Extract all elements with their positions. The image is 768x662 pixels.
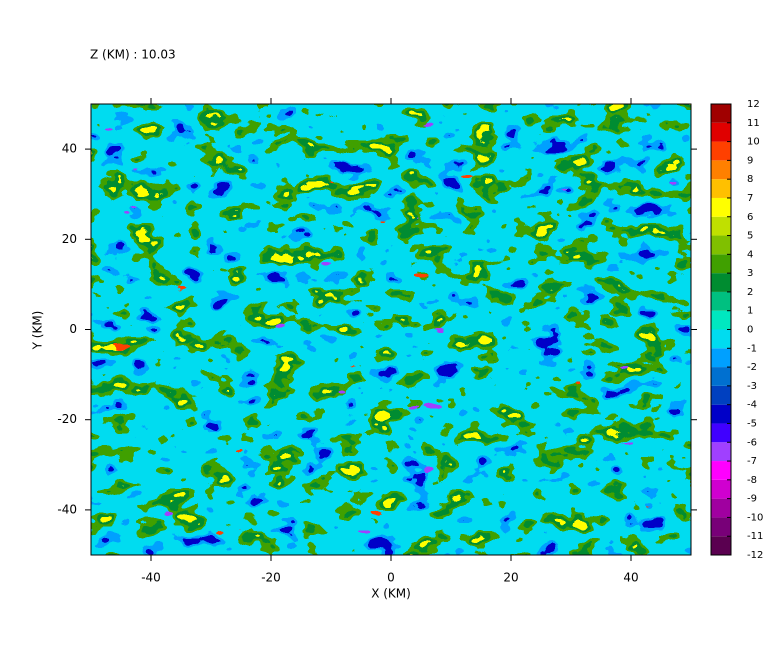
colorbar-swatch — [711, 367, 731, 386]
x-tick-label: -20 — [261, 571, 281, 585]
colorbar-label: 1 — [747, 306, 753, 317]
colorbar-swatch — [711, 197, 731, 217]
colorbar-swatch — [711, 254, 731, 274]
colorbar-swatch — [711, 329, 731, 349]
colorbar-label: -1 — [747, 343, 757, 354]
colorbar-label: 9 — [747, 155, 753, 166]
colorbar-swatch — [711, 385, 731, 405]
colorbar-swatch — [711, 179, 731, 198]
colorbar-swatch — [711, 310, 731, 330]
colorbar-swatch — [711, 141, 731, 161]
y-tick-label: 20 — [62, 232, 77, 246]
field — [91, 104, 691, 555]
colorbar-label: -10 — [747, 512, 763, 523]
colorbar-swatch — [711, 423, 731, 443]
y-tick-label: 0 — [69, 322, 77, 336]
colorbar-label: 7 — [747, 193, 753, 204]
colorbar-label: -9 — [747, 494, 757, 505]
colorbar-label: -7 — [747, 456, 757, 467]
chart-title: Z (KM) : 10.03 — [90, 48, 176, 62]
colorbar-swatch — [711, 216, 731, 236]
colorbar-swatch — [711, 104, 731, 123]
colorbar-label: 10 — [747, 137, 760, 148]
colorbar-label: -8 — [747, 475, 757, 486]
colorbar-label: 5 — [747, 231, 753, 242]
x-tick-label: 0 — [387, 571, 395, 585]
colorbar-swatch — [711, 498, 731, 518]
colorbar-label: 0 — [747, 325, 753, 336]
colorbar-swatch — [711, 273, 731, 292]
colorbar-label: -2 — [747, 362, 757, 373]
colorbar-swatch — [711, 536, 731, 555]
colorbar-swatch — [711, 479, 731, 499]
colorbar: -12-11-10-9-8-7-6-5-4-3-2-10123456789101… — [710, 99, 763, 561]
colorbar-label: 6 — [747, 212, 753, 223]
colorbar-swatch — [711, 461, 731, 480]
colorbar-swatch — [711, 122, 731, 142]
colorbar-label: -5 — [747, 418, 757, 429]
colorbar-swatch — [711, 160, 731, 180]
x-tick-label: -40 — [141, 571, 161, 585]
y-tick-label: 40 — [62, 142, 77, 156]
colorbar-label: -6 — [747, 437, 757, 448]
field-texture — [91, 104, 691, 555]
x-axis-label: X (KM) — [371, 587, 411, 601]
colorbar-label: -4 — [747, 400, 757, 411]
colorbar-swatch — [711, 291, 731, 311]
colorbar-label: 2 — [747, 287, 753, 298]
y-tick-label: -20 — [57, 412, 77, 426]
colorbar-label: -3 — [747, 381, 757, 392]
colorbar-swatch — [711, 517, 731, 537]
colorbar-swatch — [711, 348, 731, 368]
colorbar-swatch — [711, 442, 731, 462]
x-tick-label: 20 — [503, 571, 518, 585]
x-tick-label: 40 — [623, 571, 638, 585]
colorbar-label: -11 — [747, 531, 763, 542]
colorbar-label: 4 — [747, 249, 753, 260]
colorbar-swatch — [711, 404, 731, 424]
colorbar-swatch — [711, 235, 731, 255]
y-axis-label: Y (KM) — [31, 311, 45, 351]
colorbar-label: -12 — [747, 550, 763, 561]
colorbar-label: 12 — [747, 99, 760, 110]
y-tick-label: -40 — [57, 502, 77, 516]
colorbar-label: 8 — [747, 174, 753, 185]
colorbar-label: 11 — [747, 118, 760, 129]
colorbar-label: 3 — [747, 268, 753, 279]
